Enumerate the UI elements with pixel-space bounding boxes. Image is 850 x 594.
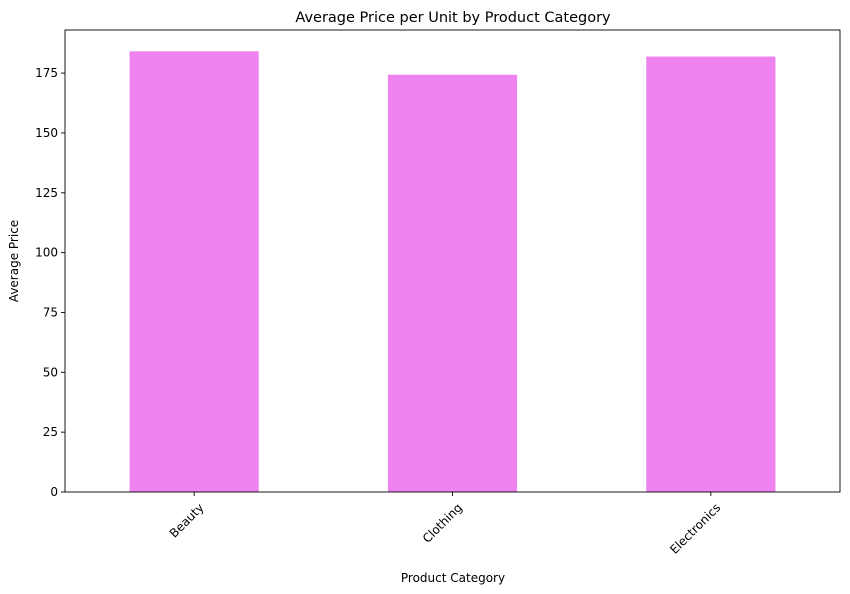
y-tick-label: 150 bbox=[35, 126, 58, 140]
bars-layer bbox=[129, 51, 776, 493]
bar-clothing bbox=[387, 74, 518, 492]
y-tick-label: 0 bbox=[50, 485, 58, 499]
x-tick-label-electronics: Electronics bbox=[667, 501, 723, 557]
bar-beauty bbox=[129, 51, 259, 493]
x-tick-label-beauty: Beauty bbox=[167, 501, 207, 541]
y-tick-label: 25 bbox=[43, 425, 58, 439]
chart-title: Average Price per Unit by Product Catego… bbox=[295, 10, 611, 26]
bar-electronics bbox=[646, 56, 776, 492]
y-tick-label: 125 bbox=[35, 186, 58, 200]
y-tick-label: 100 bbox=[35, 246, 58, 260]
y-tick-label: 175 bbox=[35, 66, 58, 80]
y-axis-label: Average Price bbox=[7, 220, 21, 302]
x-axis: Beauty Clothing Electronics bbox=[167, 492, 723, 557]
y-tick-label: 50 bbox=[43, 365, 58, 379]
x-axis-label: Product Category bbox=[401, 571, 505, 585]
y-axis: 0 25 50 75 100 125 150 175 bbox=[35, 66, 65, 499]
y-tick-label: 75 bbox=[43, 305, 58, 319]
x-tick-label-clothing: Clothing bbox=[420, 501, 465, 546]
